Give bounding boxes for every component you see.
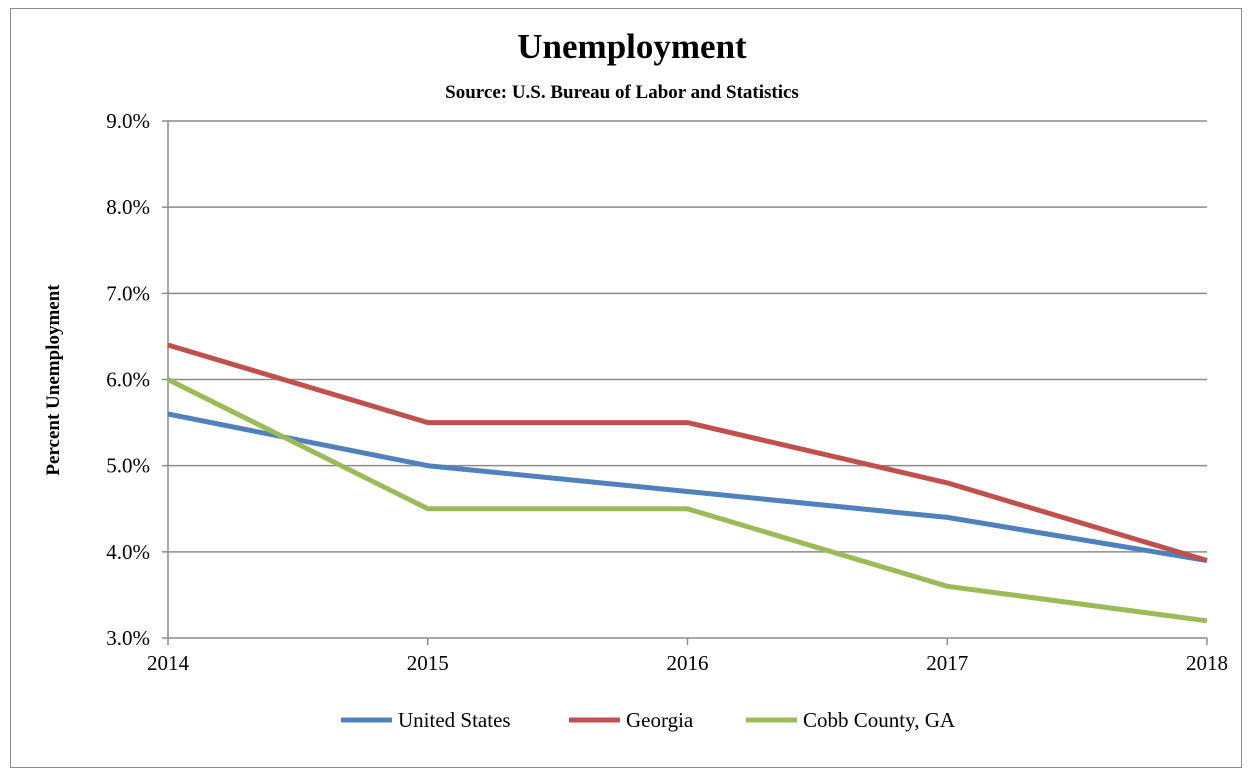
series-line-2	[166, 377, 1208, 624]
y-tick-label: 4.0%	[106, 540, 150, 564]
y-tick-label: 9.0%	[106, 109, 150, 133]
x-tick-label: 2014	[147, 651, 190, 675]
x-tick-labels: 2014 2015 2016 2017 2018	[147, 651, 1228, 675]
chart-subtitle: Source: U.S. Bureau of Labor and Statist…	[445, 82, 799, 103]
x-tick-label: 2018	[1186, 651, 1228, 675]
series-line-1	[167, 342, 1208, 563]
y-axis-label: Percent Unemployment	[43, 284, 64, 476]
x-tick-label: 2016	[667, 651, 709, 675]
gridlines	[168, 120, 1207, 553]
legend-label: Cobb County, GA	[803, 708, 956, 732]
series-line-0	[167, 411, 1208, 563]
y-tick-label: 5.0%	[106, 454, 150, 478]
y-tick-label: 8.0%	[106, 195, 150, 219]
x-tick-label: 2015	[407, 651, 449, 675]
chart-frame	[10, 8, 1242, 768]
legend-label: Georgia	[626, 708, 694, 732]
y-tick-label: 6.0%	[106, 368, 150, 392]
series-lines	[166, 342, 1208, 624]
legend: United States Georgia Cobb County, GA	[341, 708, 956, 732]
chart-title: Unemployment	[517, 27, 747, 66]
x-tick-label: 2017	[926, 651, 968, 675]
y-tick-label: 3.0%	[106, 626, 150, 650]
y-tick-label: 7.0%	[106, 281, 150, 305]
legend-label: United States	[398, 708, 511, 732]
y-tick-labels: 3.0% 4.0% 5.0% 6.0% 7.0% 8.0% 9.0%	[106, 109, 150, 650]
axes	[162, 120, 1208, 645]
